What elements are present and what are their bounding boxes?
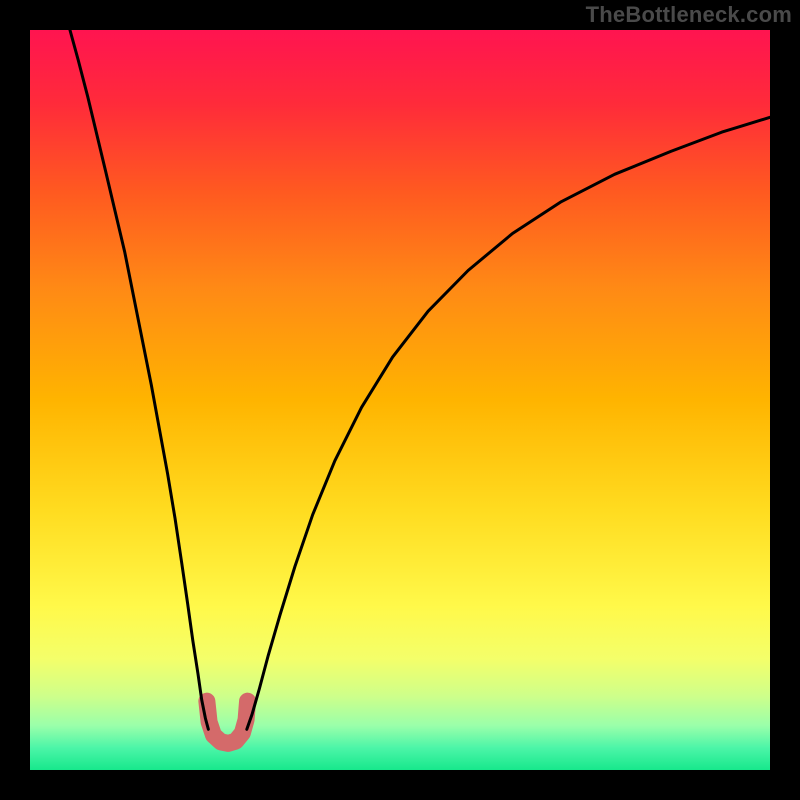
chart-stage: TheBottleneck.com (0, 0, 800, 800)
bottleneck-curve-chart (0, 0, 800, 800)
chart-gradient-background (30, 30, 770, 770)
